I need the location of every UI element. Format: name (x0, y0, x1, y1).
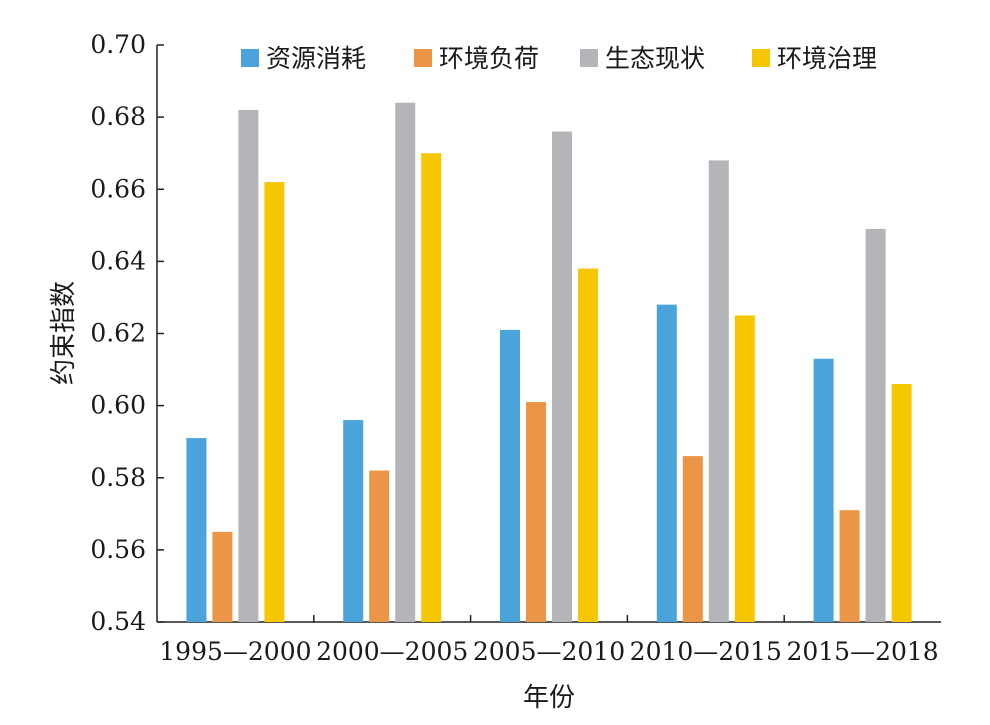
bar-4 (421, 153, 442, 622)
y-tick-label: 0.54 (90, 607, 146, 636)
bar-2 (839, 510, 860, 622)
bar-2 (212, 531, 233, 622)
bar-4 (264, 182, 285, 622)
y-tick-label: 0.66 (90, 174, 146, 203)
x-tick-label: 2010—2015 (630, 637, 782, 666)
bar-2 (526, 402, 546, 622)
y-tick-label: 0.60 (90, 391, 146, 420)
bar-1 (343, 420, 364, 622)
bar-1 (186, 438, 207, 622)
legend-swatch (752, 49, 770, 67)
y-tick-label: 0.70 (90, 30, 146, 59)
legend-label: 环境负荷 (439, 44, 539, 73)
legend: 资源消耗 环境负荷 生态现状 环境治理 (241, 44, 877, 73)
bar-4 (891, 383, 912, 622)
legend-label: 生态现状 (605, 44, 705, 73)
bar-3 (238, 109, 259, 623)
legend-label: 环境治理 (777, 44, 877, 73)
y-tick-label: 0.58 (90, 463, 146, 492)
bar-3 (708, 160, 729, 622)
legend-label: 资源消耗 (266, 44, 366, 73)
bar-4 (734, 315, 755, 622)
y-tick-label: 0.56 (90, 535, 146, 564)
x-tick-label: 1995—2000 (159, 637, 311, 666)
legend-swatch (414, 49, 432, 67)
x-axis-title: 年份 (523, 683, 575, 713)
legend-swatch (241, 49, 259, 67)
bar-2 (682, 456, 703, 622)
x-tick-label: 2005—2010 (473, 637, 625, 666)
bars (186, 102, 912, 623)
x-tick-label: 2000—2005 (316, 637, 468, 666)
y-axis-title: 约束指数 (49, 281, 79, 385)
legend-swatch (580, 49, 598, 67)
y-tick-label: 0.68 (90, 102, 146, 131)
bar-1 (656, 304, 677, 622)
y-tick-label: 0.64 (90, 246, 146, 275)
bar-1 (500, 329, 520, 622)
bar-3 (865, 228, 886, 622)
bar-3 (552, 131, 572, 623)
bar-3 (395, 102, 416, 622)
bar-2 (369, 470, 390, 622)
y-tick-label: 0.62 (90, 319, 146, 348)
x-tick-label: 2015—2018 (786, 637, 938, 666)
bar-4 (578, 268, 598, 622)
bar-1 (813, 358, 834, 622)
axes: 0.54 0.56 0.58 0.60 0.62 0.64 0.66 0.68 0.70 1995… (90, 30, 941, 666)
